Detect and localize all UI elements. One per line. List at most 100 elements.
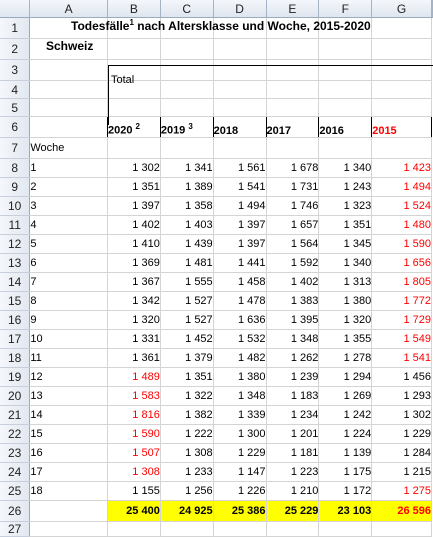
death-count-cell[interactable]: 1 284: [371, 443, 432, 463]
woche-label[interactable]: Woche: [29, 137, 108, 159]
row-header-25[interactable]: 25: [0, 481, 31, 501]
row-header-2[interactable]: 2: [0, 38, 31, 60]
death-count-cell[interactable]: 1 805: [371, 272, 432, 292]
cell[interactable]: [29, 59, 108, 81]
death-count-cell[interactable]: 1 300: [213, 424, 267, 444]
column-header-f[interactable]: F: [318, 0, 373, 18]
death-count-cell[interactable]: 1 816: [107, 405, 161, 425]
cell[interactable]: [213, 521, 267, 537]
week-number[interactable]: 7: [29, 272, 108, 292]
death-count-cell[interactable]: 1 229: [371, 424, 432, 444]
death-count-cell[interactable]: 1 583: [107, 386, 161, 406]
death-count-cell[interactable]: 1 155: [107, 481, 161, 501]
cell[interactable]: [213, 38, 267, 60]
year-header-2018[interactable]: 2018: [213, 116, 267, 138]
death-count-cell[interactable]: 1 590: [371, 234, 432, 254]
death-count-cell[interactable]: 1 358: [160, 196, 214, 216]
death-count-cell[interactable]: 1 478: [213, 291, 267, 311]
death-count-cell[interactable]: 1 302: [107, 158, 161, 178]
death-count-cell[interactable]: 1 293: [371, 386, 432, 406]
death-count-cell[interactable]: 1 541: [213, 177, 267, 197]
column-header-g[interactable]: G: [371, 0, 432, 18]
death-count-cell[interactable]: 1 397: [213, 234, 267, 254]
column-header-b[interactable]: B: [107, 0, 161, 18]
cell[interactable]: [213, 137, 267, 159]
row-header-1[interactable]: 1: [0, 17, 31, 39]
cell[interactable]: [107, 521, 161, 537]
death-count-cell[interactable]: 1 397: [213, 215, 267, 235]
death-count-cell[interactable]: 1 256: [160, 481, 214, 501]
cell[interactable]: [318, 17, 373, 39]
week-number[interactable]: 10: [29, 329, 108, 349]
death-count-cell[interactable]: 1 380: [213, 367, 267, 387]
cell[interactable]: [160, 38, 214, 60]
death-count-cell[interactable]: 1 423: [371, 158, 432, 178]
death-count-cell[interactable]: 1 313: [318, 272, 373, 292]
year-header-2019[interactable]: 2019 3: [160, 116, 214, 138]
week-number[interactable]: 17: [29, 462, 108, 482]
cell[interactable]: [371, 521, 432, 537]
death-count-cell[interactable]: 1 731: [266, 177, 320, 197]
death-count-cell[interactable]: 1 656: [371, 253, 432, 273]
death-count-cell[interactable]: 1 494: [371, 177, 432, 197]
death-count-cell[interactable]: 1 402: [266, 272, 320, 292]
death-count-cell[interactable]: 1 397: [107, 196, 161, 216]
death-count-cell[interactable]: 1 223: [266, 462, 320, 482]
cell[interactable]: [266, 521, 320, 537]
week-number[interactable]: 11: [29, 348, 108, 368]
death-count-cell[interactable]: 1 147: [213, 462, 267, 482]
week-number[interactable]: 8: [29, 291, 108, 311]
death-count-cell[interactable]: 1 320: [107, 310, 161, 330]
cell[interactable]: [107, 98, 161, 117]
cell[interactable]: [371, 80, 432, 99]
death-count-cell[interactable]: 1 532: [213, 329, 267, 349]
death-count-cell[interactable]: 1 561: [213, 158, 267, 178]
row-header-9[interactable]: 9: [0, 177, 31, 197]
week-number[interactable]: 5: [29, 234, 108, 254]
death-count-cell[interactable]: 1 379: [160, 348, 214, 368]
cell[interactable]: [160, 137, 214, 159]
death-count-cell[interactable]: 1 342: [107, 291, 161, 311]
death-count-cell[interactable]: 1 527: [160, 310, 214, 330]
death-count-cell[interactable]: 1 351: [160, 367, 214, 387]
death-count-cell[interactable]: 1 172: [318, 481, 373, 501]
cell[interactable]: [318, 38, 373, 60]
row-header-10[interactable]: 10: [0, 196, 31, 216]
death-count-cell[interactable]: 1 439: [160, 234, 214, 254]
column-header-c[interactable]: C: [160, 0, 214, 18]
cell[interactable]: [213, 17, 267, 39]
week-number[interactable]: 13: [29, 386, 108, 406]
death-count-cell[interactable]: 1 229: [213, 443, 267, 463]
row-header-17[interactable]: 17: [0, 329, 31, 349]
death-count-cell[interactable]: 1 340: [318, 253, 373, 273]
cell[interactable]: [371, 137, 432, 159]
death-count-cell[interactable]: 1 590: [107, 424, 161, 444]
death-count-cell[interactable]: 1 201: [266, 424, 320, 444]
death-count-cell[interactable]: 1 351: [318, 215, 373, 235]
cell[interactable]: [29, 17, 108, 39]
death-count-cell[interactable]: 1 323: [318, 196, 373, 216]
cell[interactable]: [160, 80, 214, 99]
death-count-cell[interactable]: 1 507: [107, 443, 161, 463]
death-count-cell[interactable]: 1 355: [318, 329, 373, 349]
column-header-d[interactable]: D: [213, 0, 267, 18]
death-count-cell[interactable]: 1 351: [107, 177, 161, 197]
cell[interactable]: [318, 80, 373, 99]
death-count-cell[interactable]: 1 222: [160, 424, 214, 444]
death-count-cell[interactable]: 1 139: [318, 443, 373, 463]
row-header-23[interactable]: 23: [0, 443, 31, 463]
week-number[interactable]: 1: [29, 158, 108, 178]
death-count-cell[interactable]: 1 302: [371, 405, 432, 425]
row-header-16[interactable]: 16: [0, 310, 31, 330]
death-count-cell[interactable]: 1 348: [266, 329, 320, 349]
cell[interactable]: [371, 59, 432, 81]
row-header-27[interactable]: 27: [0, 521, 31, 537]
cell[interactable]: [318, 521, 373, 537]
cell[interactable]: [213, 98, 267, 117]
cell[interactable]: [266, 59, 320, 81]
cell[interactable]: [318, 98, 373, 117]
week-number[interactable]: 15: [29, 424, 108, 444]
row-header-21[interactable]: 21: [0, 405, 31, 425]
death-count-cell[interactable]: 1 210: [266, 481, 320, 501]
week-number[interactable]: 2: [29, 177, 108, 197]
